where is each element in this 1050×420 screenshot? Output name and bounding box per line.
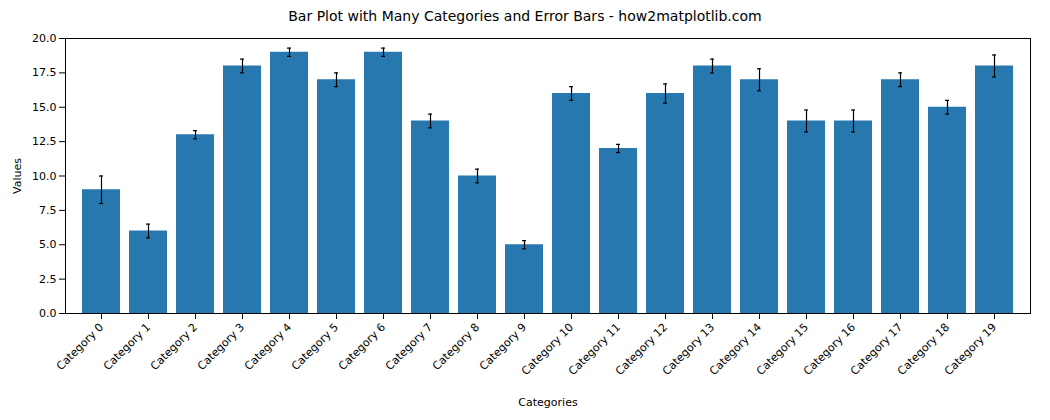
svg-text:12.5: 12.5 <box>32 135 57 148</box>
svg-text:Category 0: Category 0 <box>54 321 106 373</box>
svg-text:Category 11: Category 11 <box>566 320 624 378</box>
svg-text:17.5: 17.5 <box>32 66 57 79</box>
svg-text:10.0: 10.0 <box>32 170 57 183</box>
svg-text:Category 19: Category 19 <box>942 321 999 378</box>
svg-text:Category 8: Category 8 <box>430 321 482 373</box>
svg-text:Category 15: Category 15 <box>754 320 812 378</box>
svg-text:5.0: 5.0 <box>39 238 57 251</box>
svg-text:Categories: Categories <box>518 396 578 409</box>
svg-text:Category 9: Category 9 <box>477 320 530 373</box>
svg-text:Category 2: Category 2 <box>148 321 200 373</box>
svg-text:20.0: 20.0 <box>32 32 57 45</box>
svg-text:Category 7: Category 7 <box>383 321 435 373</box>
html-text:Bar Plot with Many Categories: Bar Plot with Many Categories and Error … <box>288 8 762 24</box>
svg-text:15.0: 15.0 <box>32 101 57 114</box>
svg-text:2.5: 2.5 <box>39 273 57 286</box>
svg-text:Category 16: Category 16 <box>801 320 859 378</box>
svg-text:0.0: 0.0 <box>39 307 57 320</box>
svg-text:Category 5: Category 5 <box>289 321 341 373</box>
svg-text:Category 17: Category 17 <box>848 320 906 378</box>
svg-text:Category 14: Category 14 <box>707 320 765 378</box>
svg-text:Category 1: Category 1 <box>101 321 153 373</box>
svg-text:Values: Values <box>11 158 24 194</box>
svg-text:Category 12: Category 12 <box>613 320 671 378</box>
svg-text:Category 13: Category 13 <box>660 320 718 378</box>
svg-text:Category 10: Category 10 <box>519 320 577 378</box>
svg-text:Category 6: Category 6 <box>336 321 388 373</box>
svg-text:Category 4: Category 4 <box>242 321 294 373</box>
svg-text:7.5: 7.5 <box>39 204 57 217</box>
svg-text:Category 3: Category 3 <box>195 321 247 373</box>
svg-text:Category 18: Category 18 <box>895 320 953 378</box>
